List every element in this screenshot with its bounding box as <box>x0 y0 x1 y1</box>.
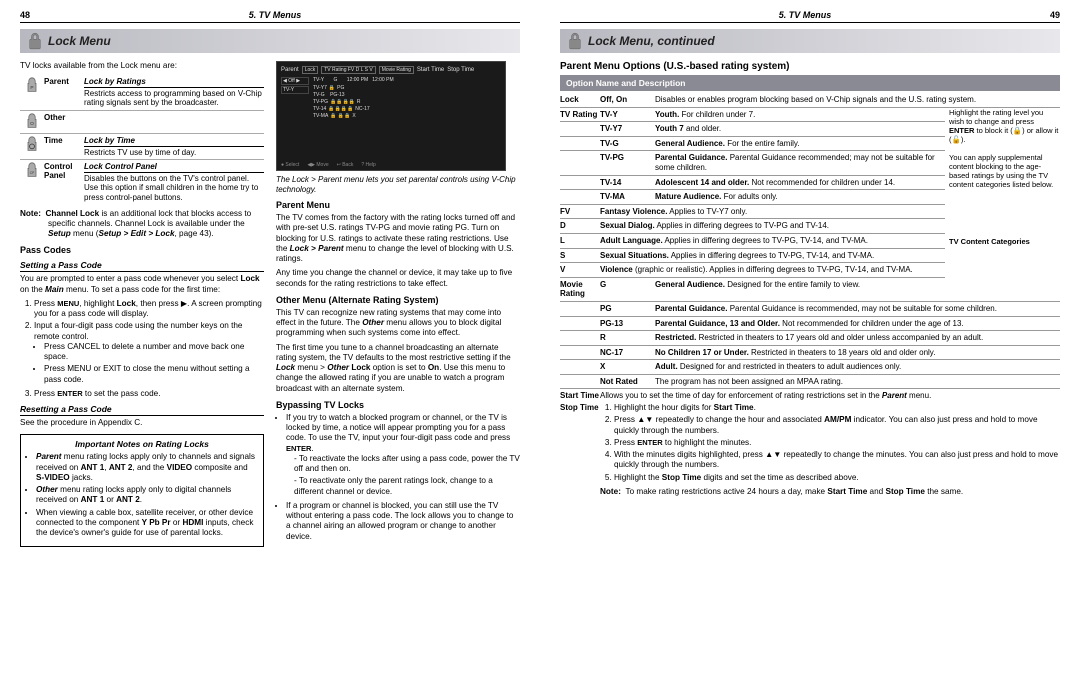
setting-pass-code-heading: Setting a Pass Code <box>20 260 264 272</box>
tv-screenshot: Parent LockTV Rating FV D L S VMovie Rat… <box>276 61 506 171</box>
important-notes-box: Important Notes on Rating Locks Parent m… <box>20 434 264 547</box>
page-49: 5. TV Menus 49 Lock Menu, continued Pare… <box>540 0 1080 698</box>
parent-opt-heading: Parent Menu Options (U.S.-based rating s… <box>560 61 1060 72</box>
section-bar: Lock Menu <box>20 29 520 53</box>
page-number: 49 <box>1050 10 1060 20</box>
section-bar: Lock Menu, continued <box>560 29 1060 53</box>
other-p1: This TV can recognize new rating systems… <box>276 308 520 339</box>
parent-menu-heading: Parent Menu <box>276 200 520 210</box>
lock-option-row: Lock Off, On Disables or enables program… <box>560 93 1060 108</box>
bypass-list: If you try to watch a blocked program or… <box>286 413 520 542</box>
page-header-left: 48 5. TV Menus <box>20 10 520 23</box>
section-title: Lock Menu, continued <box>588 34 715 48</box>
other-p2: The first time you tune to a channel bro… <box>276 343 520 394</box>
svg-text:P: P <box>30 85 33 91</box>
option-header: Option Name and Description <box>560 75 1060 91</box>
pass-codes-heading: Pass Codes <box>20 245 264 255</box>
reset-pass-heading: Resetting a Pass Code <box>20 404 264 416</box>
content-cat-block: FVFantasy Violence. Applies to TV-Y7 onl… <box>560 205 1060 278</box>
time-steps: Highlight the hour digits for Start Time… <box>614 403 1060 483</box>
intro-text: TV locks available from the Lock menu ar… <box>20 61 264 71</box>
time-note: Note: To make rating restrictions active… <box>600 487 1060 497</box>
pass-code-steps: Press MENU, highlight Lock, then press ▶… <box>34 299 264 399</box>
bypass-heading: Bypassing TV Locks <box>276 400 520 410</box>
right-column: Parent LockTV Rating FV D L S VMovie Rat… <box>276 61 520 547</box>
left-column: TV locks available from the Lock menu ar… <box>20 61 264 547</box>
page-number: 48 <box>20 10 30 20</box>
section-title: Lock Menu <box>48 34 111 48</box>
other-menu-heading: Other Menu (Alternate Rating System) <box>276 295 520 305</box>
reset-pass-text: See the procedure in Appendix C. <box>20 418 264 428</box>
chapter-title: 5. TV Menus <box>249 10 302 20</box>
lock-icon <box>28 32 42 50</box>
set-pass-intro: You are prompted to enter a pass code wh… <box>20 274 264 295</box>
parent-p2: Any time you change the channel or devic… <box>276 268 520 289</box>
channel-lock-note: Note: Channel Lock is an additional lock… <box>20 209 264 240</box>
page-48: 48 5. TV Menus Lock Menu TV locks availa… <box>0 0 540 698</box>
tv-caption: The Lock > Parent menu lets you set pare… <box>276 175 520 194</box>
parent-p1: The TV comes from the factory with the r… <box>276 213 520 264</box>
page-header-right: 5. TV Menus 49 <box>560 10 1060 23</box>
lock-table: P Parent Lock by RatingsRestricts access… <box>20 75 264 204</box>
movie-rating-block: Movie RatingGGeneral Audience. Designed … <box>560 278 1060 390</box>
svg-text:O: O <box>30 121 34 127</box>
content-cat-side: TV Content Categories <box>945 205 1060 278</box>
svg-text:CP: CP <box>30 171 34 175</box>
tv-rating-sidenote: Highlight the rating level you wish to c… <box>945 108 1060 205</box>
tv-rating-block: TV RatingTV-YYouth. For children under 7… <box>560 108 1060 205</box>
lock-icon <box>568 32 582 50</box>
chapter-title: 5. TV Menus <box>779 10 832 20</box>
